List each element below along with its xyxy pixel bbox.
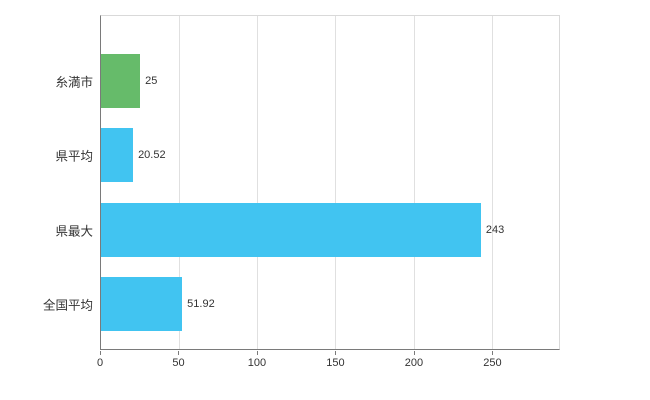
bar xyxy=(101,202,481,257)
tick-mark xyxy=(335,351,337,355)
value-label: 20.52 xyxy=(138,149,166,162)
tick-mark xyxy=(178,351,180,355)
tick-mark xyxy=(413,351,415,355)
category-label: 全国平均 xyxy=(42,298,93,313)
bar xyxy=(101,54,141,109)
tick-label: 100 xyxy=(247,357,267,369)
tick-label: 200 xyxy=(404,357,424,369)
bar xyxy=(101,276,183,331)
gridline xyxy=(491,16,493,349)
bar-row: 県平均 20.52 xyxy=(55,118,559,192)
category-label: 糸満市 xyxy=(55,75,93,90)
tick-label: 0 xyxy=(96,357,104,369)
tick-mark xyxy=(100,351,101,355)
bar xyxy=(101,128,134,183)
bar-rows: 糸満市 25 県平均 20.52 県最大 243 全国平均 51.92 xyxy=(43,16,559,349)
category-label: 県平均 xyxy=(55,149,93,164)
bar-row: 糸満市 25 xyxy=(55,44,559,118)
tick-label: 150 xyxy=(326,357,345,369)
category-label: 県最大 xyxy=(55,224,93,239)
x-axis: 0 50 100 150 200 250 xyxy=(96,350,560,370)
tick-mark xyxy=(492,351,494,355)
tick-label: 50 xyxy=(172,357,185,369)
value-label: 51.92 xyxy=(187,297,215,310)
tick-label: 250 xyxy=(483,357,502,369)
gridline xyxy=(179,16,181,349)
value-label: 25 xyxy=(145,75,158,88)
plot-area: 糸満市 25 県平均 20.52 県最大 243 全国平均 51.92 xyxy=(43,15,560,350)
gridline xyxy=(335,16,337,349)
value-label: 243 xyxy=(485,223,505,236)
bar-row: 全国平均 51.92 xyxy=(43,267,559,341)
bar-row: 県最大 243 xyxy=(55,193,559,267)
gridline xyxy=(257,16,259,349)
tick-mark xyxy=(256,351,258,355)
gridline xyxy=(413,16,415,349)
